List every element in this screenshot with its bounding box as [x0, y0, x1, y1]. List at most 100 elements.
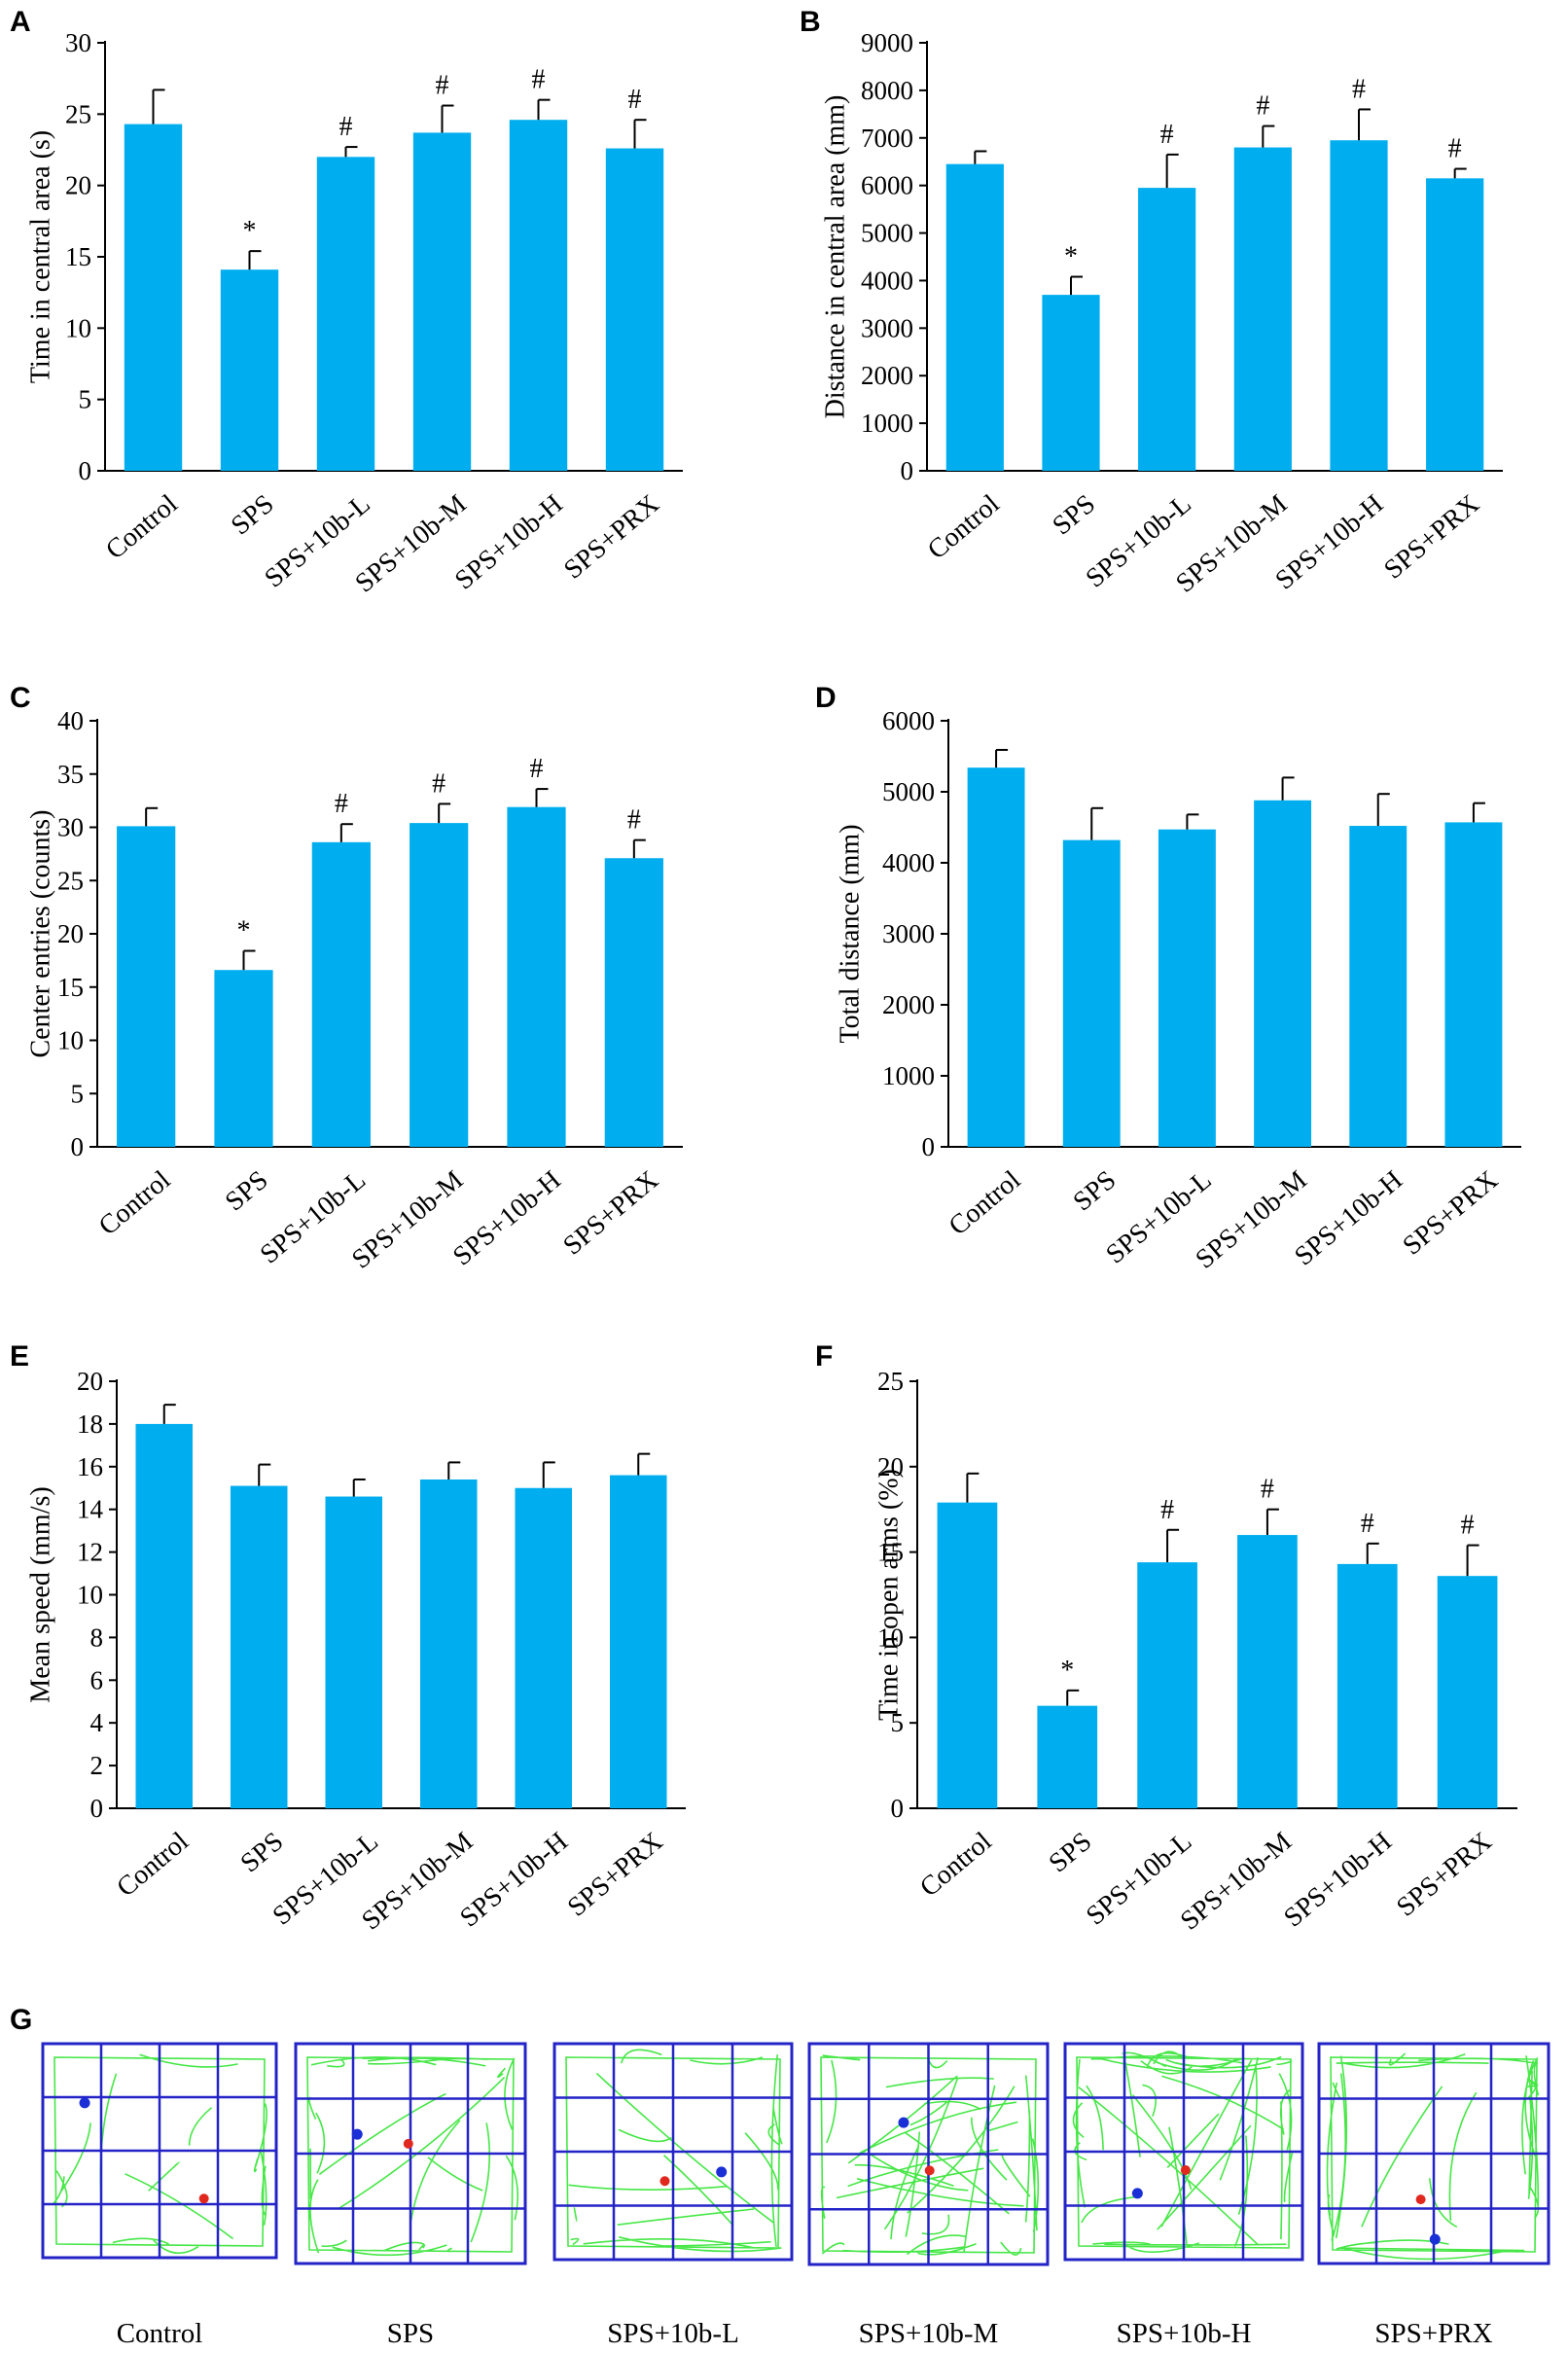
significance-marker: #	[1461, 1511, 1475, 1541]
y-axis-label: Distance in central area (mm)	[820, 95, 850, 419]
bar	[311, 841, 371, 1147]
y-axis-label: Total distance (mm)	[835, 824, 865, 1043]
track-plot-label: Control	[117, 2318, 203, 2349]
significance-marker: #	[1448, 134, 1462, 164]
panel-letter: E	[10, 1340, 29, 1373]
significance-marker: #	[1261, 1475, 1274, 1505]
significance-marker: *	[243, 216, 257, 246]
x-category-label: Control	[922, 488, 1006, 565]
significance-marker: #	[339, 112, 353, 142]
y-tick-label: 0	[90, 1794, 104, 1823]
track-plot	[807, 2042, 1050, 2266]
x-category-label: SPS+10b-H	[1289, 1165, 1408, 1272]
significance-marker: #	[628, 85, 642, 115]
y-tick-label: 0	[891, 1794, 905, 1823]
panel-f-time-in-open-arms-chart: F 0 5 10 15 20 25 Time in open arms (%) Control *…	[815, 1340, 1517, 1937]
x-category-label: SPS	[235, 1827, 290, 1879]
y-tick-label: 6000	[882, 706, 935, 735]
x-category-label: SPS+10b-H	[1278, 1827, 1398, 1934]
y-tick-label: 25	[877, 1367, 904, 1396]
panel-c-center-entries-chart: C 0 5 10 15 20 25 30 35 40 Center entries (counts)…	[10, 682, 683, 1275]
y-tick-label: 25	[57, 866, 84, 895]
x-category-label: SPS+PRX	[557, 1165, 664, 1262]
track-plot-label: SPS+PRX	[1374, 2318, 1492, 2349]
movement-trace	[565, 2049, 783, 2253]
y-tick-label: 4000	[861, 266, 913, 295]
x-category-label: Control	[100, 488, 184, 565]
y-tick-label: 6000	[861, 171, 913, 200]
bar	[967, 767, 1025, 1147]
bar	[1336, 1563, 1398, 1808]
x-category-label: Control	[914, 1826, 998, 1903]
start-position-marker	[898, 2117, 909, 2128]
y-tick-label: 30	[57, 813, 84, 842]
y-tick-label: 8000	[861, 76, 913, 105]
y-tick-label: 6	[90, 1665, 104, 1694]
x-category-label: Control	[111, 1826, 195, 1903]
bar	[117, 826, 176, 1147]
significance-marker: #	[1256, 91, 1269, 122]
bar	[135, 1423, 193, 1808]
panel-a-time-in-central-area-chart: A 0 5 10 15 20 25 30 Time in central area (s) Con…	[10, 6, 683, 599]
bar	[610, 1475, 667, 1808]
y-tick-label: 5	[891, 1708, 905, 1737]
panel-b-distance-in-central-area-chart: B 0 1000 2000 3000 4000 5000 6000 7000 8000 9000 Di…	[800, 6, 1503, 599]
significance-marker: *	[237, 916, 251, 946]
panel-letter: B	[800, 6, 821, 38]
y-tick-label: 8	[90, 1622, 104, 1652]
movement-trace	[1072, 2050, 1294, 2254]
bar	[1330, 140, 1388, 471]
bar	[420, 1479, 478, 1808]
bar	[1426, 178, 1484, 472]
bar	[1158, 829, 1216, 1147]
bar	[605, 148, 664, 472]
y-tick-label: 2	[90, 1751, 104, 1780]
bar	[1138, 188, 1196, 471]
y-tick-label: 12	[77, 1538, 103, 1567]
y-tick-label: 40	[57, 706, 84, 735]
y-tick-label: 0	[79, 456, 92, 485]
significance-marker: #	[432, 768, 445, 799]
x-category-label: SPS	[1044, 1827, 1098, 1879]
significance-marker: #	[532, 65, 546, 95]
y-tick-label: 10	[57, 1026, 84, 1055]
x-category-label: SPS+10b-M	[1175, 1827, 1298, 1937]
movement-trace	[306, 2056, 519, 2257]
x-category-label: SPS+PRX	[1378, 489, 1485, 586]
y-tick-label: 15	[57, 973, 84, 1002]
y-tick-label: 5	[71, 1079, 85, 1108]
y-tick-label: 1000	[882, 1061, 935, 1090]
y-tick-label: 7000	[861, 124, 913, 153]
bar	[1137, 1562, 1197, 1808]
x-category-label: SPS+PRX	[1397, 1165, 1504, 1262]
bar	[316, 157, 375, 472]
bar	[1349, 826, 1408, 1147]
y-tick-label: 10	[877, 1622, 904, 1652]
start-position-marker	[351, 2128, 363, 2140]
y-tick-label: 25	[65, 99, 91, 128]
x-category-label: SPS+PRX	[562, 1827, 669, 1923]
panel-letter: C	[10, 682, 31, 714]
y-tick-label: 2000	[882, 990, 935, 1019]
significance-marker: #	[335, 789, 348, 819]
bar	[1042, 295, 1100, 471]
track-plot-label: SPS	[387, 2318, 434, 2349]
panel-e-mean-speed-chart: E 0 2 4 6 8 10 12 14 16 18 20 Mean speed (mm/s) Contr…	[10, 1340, 686, 1937]
bar	[1237, 1535, 1298, 1808]
track-plot	[552, 2042, 794, 2262]
y-tick-label: 20	[877, 1452, 904, 1481]
y-tick-label: 10	[77, 1581, 103, 1610]
track-plot-label: SPS+10b-H	[1117, 2318, 1252, 2349]
x-category-label: SPS	[226, 489, 280, 542]
significance-marker: #	[530, 754, 544, 784]
track-plot	[1317, 2042, 1550, 2265]
x-category-label: SPS	[220, 1165, 274, 1218]
track-plot-label: SPS+10b-L	[607, 2318, 739, 2349]
bar	[1233, 147, 1292, 472]
bar	[945, 163, 1004, 471]
y-tick-label: 20	[57, 919, 84, 948]
bar	[1437, 1576, 1498, 1808]
y-tick-label: 9000	[861, 28, 913, 57]
bar	[1444, 822, 1503, 1147]
panel-letter: A	[10, 6, 31, 38]
